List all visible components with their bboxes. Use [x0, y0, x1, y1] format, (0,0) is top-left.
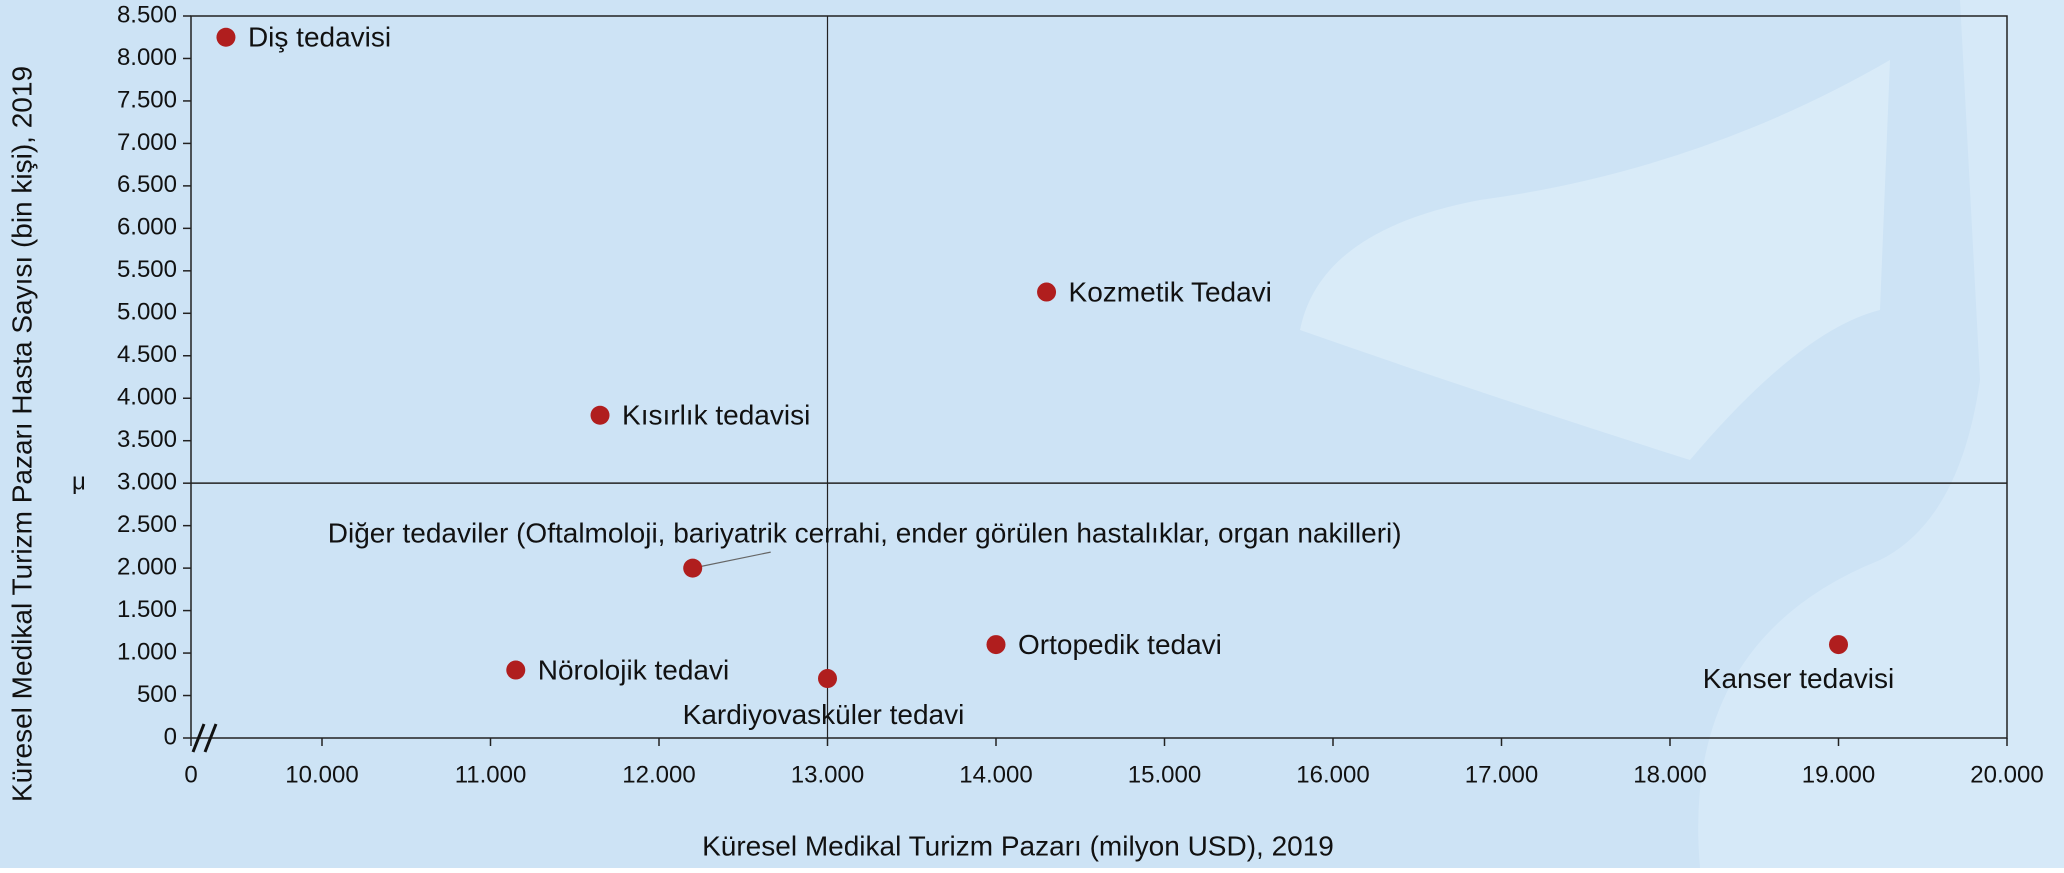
y-tick-label: 5.500: [117, 256, 177, 283]
x-tick-label: 10.000: [285, 761, 358, 788]
y-tick-label: 3.500: [117, 426, 177, 453]
point-label: Kısırlık tedavisi: [622, 400, 810, 431]
point: [1037, 283, 1056, 302]
x-tick-label: 13.000: [791, 761, 864, 788]
y-tick-label: 2.000: [117, 553, 177, 580]
y-tick-label: 3.000: [117, 469, 177, 496]
x-tick-label: 16.000: [1296, 761, 1369, 788]
page: {"chart_data": {"type": "scatter", "x_ti…: [0, 0, 2064, 868]
y-tick-label: 7.500: [117, 86, 177, 113]
point-label: Diğer tedaviler (Oftalmoloji, bariyatrik…: [328, 518, 1402, 549]
x-tick-label: 18.000: [1633, 761, 1706, 788]
point: [987, 635, 1006, 654]
point-label: Diş tedavisi: [248, 22, 391, 53]
y-tick-label: 2.500: [117, 511, 177, 538]
x-tick-label: 20.000: [1970, 761, 2043, 788]
y-axis-title: Küresel Medikal Turizm Pazarı Hasta Sayı…: [6, 66, 37, 802]
point: [1829, 635, 1848, 654]
point: [683, 559, 702, 578]
x-tick-label: 12.000: [622, 761, 695, 788]
point-label: Kanser tedavisi: [1703, 663, 1894, 694]
point: [818, 669, 837, 688]
y-tick-label: 8.000: [117, 44, 177, 71]
point: [506, 661, 525, 680]
point: [591, 406, 610, 425]
y-tick-label: 4.500: [117, 341, 177, 368]
y-tick-label: 500: [137, 681, 177, 708]
y-tick-label: 5.000: [117, 299, 177, 326]
x-tick-label: 0: [184, 761, 197, 788]
point-label: Kardiyovasküler tedavi: [683, 699, 965, 730]
point: [216, 28, 235, 47]
y-tick-label: 0: [164, 723, 177, 750]
chart: Küresel Medikal Turizm Pazarı (milyon US…: [0, 0, 2064, 868]
y-tick-label: 7.000: [117, 129, 177, 156]
point-label: Ortopedik tedavi: [1018, 629, 1222, 660]
point-label: Nörolojik tedavi: [538, 654, 729, 685]
y-tick-label: 1.500: [117, 596, 177, 623]
x-axis-title: Küresel Medikal Turizm Pazarı (milyon US…: [702, 830, 1334, 861]
x-tick-label: 15.000: [1128, 761, 1201, 788]
y-tick-label: 1.000: [117, 638, 177, 665]
x-tick-label: 19.000: [1802, 761, 1875, 788]
x-tick-label: 14.000: [959, 761, 1032, 788]
x-tick-label: 11.000: [455, 761, 527, 788]
mean-label: μ: [72, 469, 86, 496]
point-label: Kozmetik Tedavi: [1069, 276, 1272, 307]
y-tick-label: 8.500: [117, 1, 177, 28]
y-tick-label: 6.500: [117, 171, 177, 198]
x-tick-label: 17.000: [1465, 761, 1538, 788]
y-tick-label: 6.000: [117, 214, 177, 241]
y-tick-label: 4.000: [117, 384, 177, 411]
